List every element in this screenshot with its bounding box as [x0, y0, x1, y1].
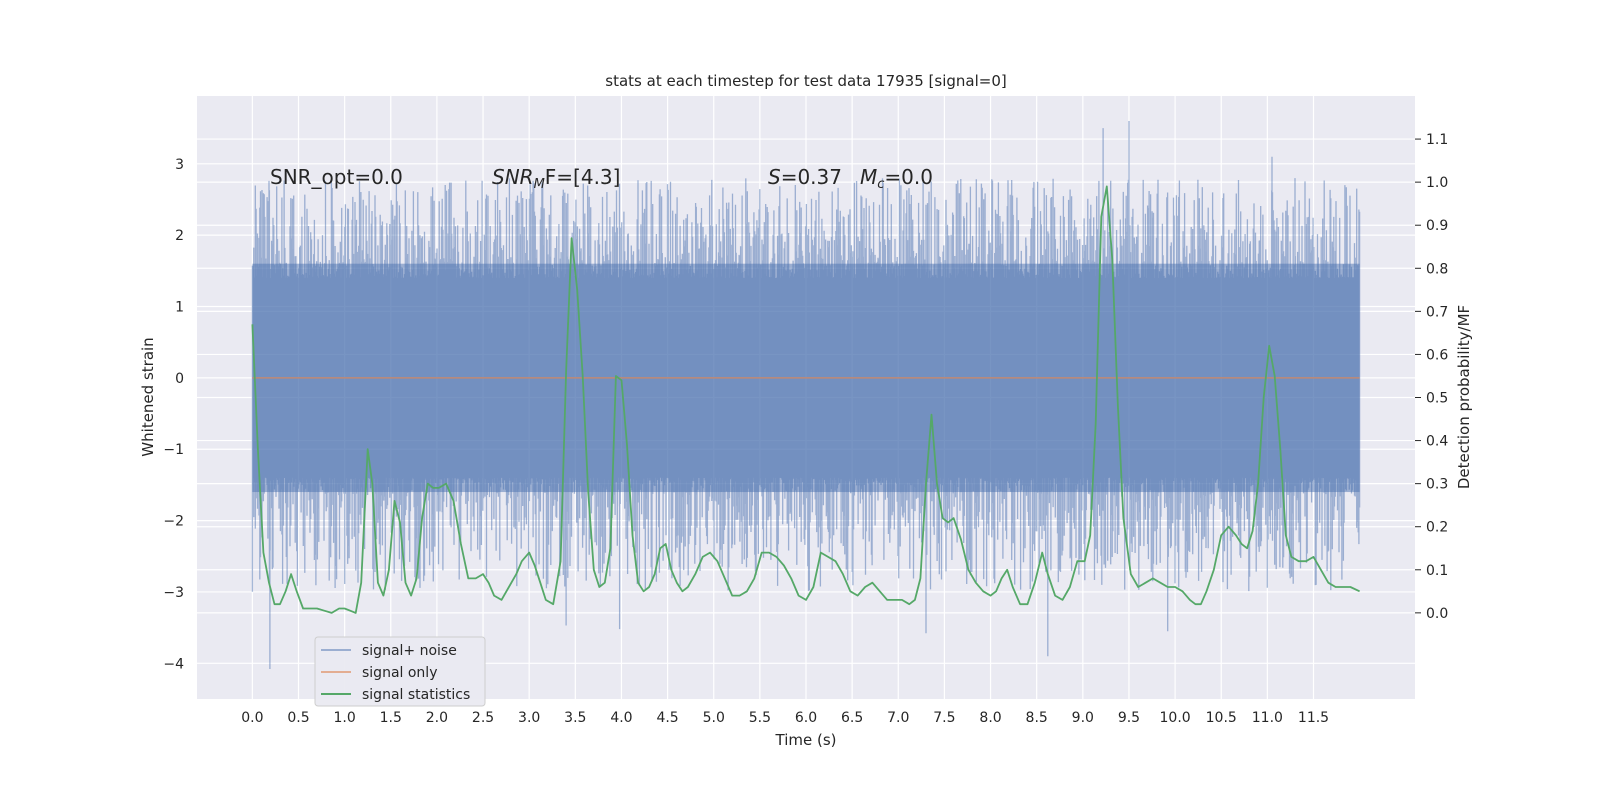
y-right-tick-label-2: 0.9	[1426, 218, 1448, 234]
signal-statistics-line	[251, 185, 1360, 614]
x-tick-label-4: 2.0	[426, 710, 448, 726]
x-tick-label-0: 0.0	[241, 710, 263, 726]
x-tick-label-3: 1.5	[380, 710, 402, 726]
x-axis-label: Time (s)	[775, 731, 837, 749]
y-right-tick-label-3: 0.8	[1426, 261, 1448, 277]
annotation-mc: Mc=0.0	[860, 165, 933, 192]
legend-label-signal-statistics: signal statistics	[362, 687, 470, 703]
y-left-tick-label-7: −4	[163, 656, 184, 672]
x-tick-label-23: 11.5	[1298, 710, 1329, 726]
y-right-tick-labels: 1.1 1.0 0.9 0.8 0.7 0.6 0.5 0.4 0.3 0.2 0.1 0.0	[1415, 132, 1448, 622]
y-left-tick-label-1: 2	[175, 228, 184, 244]
y-left-tick-labels: 3 2 1 0 −1 −2 −3 −4	[163, 157, 184, 673]
y-right-tick-label-4: 0.7	[1426, 304, 1448, 320]
y-left-tick-label-2: 1	[175, 300, 184, 316]
x-tick-label-5: 2.5	[472, 710, 494, 726]
y-right-tick-label-10: 0.1	[1426, 563, 1448, 579]
x-tick-labels: 0.0 0.5 1.0 1.5 2.0 2.5 3.0 3.5 4.0 4.5 5.0 5.5 6.0 6…	[241, 710, 1329, 726]
x-tick-label-20: 10.0	[1160, 710, 1191, 726]
x-tick-label-1: 0.5	[287, 710, 309, 726]
y-right-axis-label: Detection probability/MF	[1455, 305, 1473, 489]
x-tick-label-15: 7.5	[933, 710, 955, 726]
x-tick-label-11: 5.5	[749, 710, 771, 726]
y-left-tick-label-4: −1	[163, 442, 184, 458]
x-tick-label-8: 4.0	[610, 710, 632, 726]
y-right-tick-label-5: 0.6	[1426, 347, 1448, 363]
noise-strokes	[251, 121, 1361, 669]
y-left-axis-label: Whitened strain	[139, 337, 157, 456]
x-tick-label-2: 1.0	[334, 710, 356, 726]
y-left-tick-label-0: 3	[175, 157, 184, 173]
annotation-snr-mf-rest: F=[4.3]	[545, 165, 621, 189]
annotation-mc-rest: =0.0	[884, 165, 933, 189]
annotation-s-italic: S	[768, 165, 781, 189]
legend: signal+ noise signal only signal statist…	[314, 636, 486, 707]
annotation-s-rest: =0.37	[781, 165, 842, 189]
x-tick-label-16: 8.0	[979, 710, 1001, 726]
x-tick-label-9: 4.5	[656, 710, 678, 726]
x-tick-label-14: 7.0	[887, 710, 909, 726]
legend-label-signal-noise: signal+ noise	[362, 643, 457, 659]
y-right-tick-label-9: 0.2	[1426, 520, 1448, 536]
y-right-tick-label-6: 0.5	[1426, 391, 1448, 407]
series-signal-statistics	[251, 185, 1360, 614]
x-tick-label-13: 6.5	[841, 710, 863, 726]
annotation-snr-mf-main: SNR	[492, 165, 534, 189]
y-left-tick-label-3: 0	[175, 371, 184, 387]
annotation-s: S=0.37	[768, 165, 842, 189]
y-right-tick-label-0: 1.1	[1426, 132, 1448, 148]
legend-box	[314, 636, 486, 707]
y-left-tick-label-5: −2	[163, 514, 184, 530]
y-right-tick-label-11: 0.0	[1426, 606, 1448, 622]
x-tick-label-17: 8.5	[1026, 710, 1048, 726]
legend-label-signal-only: signal only	[362, 665, 437, 681]
x-tick-label-6: 3.0	[518, 710, 540, 726]
y-right-tick-label-1: 1.0	[1426, 175, 1448, 191]
y-right-tick-label-8: 0.3	[1426, 477, 1448, 493]
y-left-tick-label-6: −3	[163, 585, 184, 601]
annotation-snr-mf: SNRMF=[4.3]	[492, 165, 620, 192]
annotation-snr-mf-sub: M	[534, 177, 545, 192]
x-tick-label-22: 11.0	[1252, 710, 1283, 726]
y-right-tick-label-7: 0.4	[1426, 434, 1448, 450]
x-tick-label-12: 6.0	[795, 710, 817, 726]
annotation-mc-sub: c	[877, 177, 884, 192]
x-tick-label-21: 10.5	[1206, 710, 1237, 726]
annotation-snr-opt: SNR_opt=0.0	[270, 165, 403, 189]
x-tick-label-18: 9.0	[1072, 710, 1094, 726]
x-tick-label-19: 9.5	[1118, 710, 1140, 726]
annotation-mc-main: M	[860, 165, 877, 189]
x-tick-label-7: 3.5	[564, 710, 586, 726]
x-tick-label-10: 5.0	[703, 710, 725, 726]
chart-title: stats at each timestep for test data 179…	[605, 72, 1006, 90]
